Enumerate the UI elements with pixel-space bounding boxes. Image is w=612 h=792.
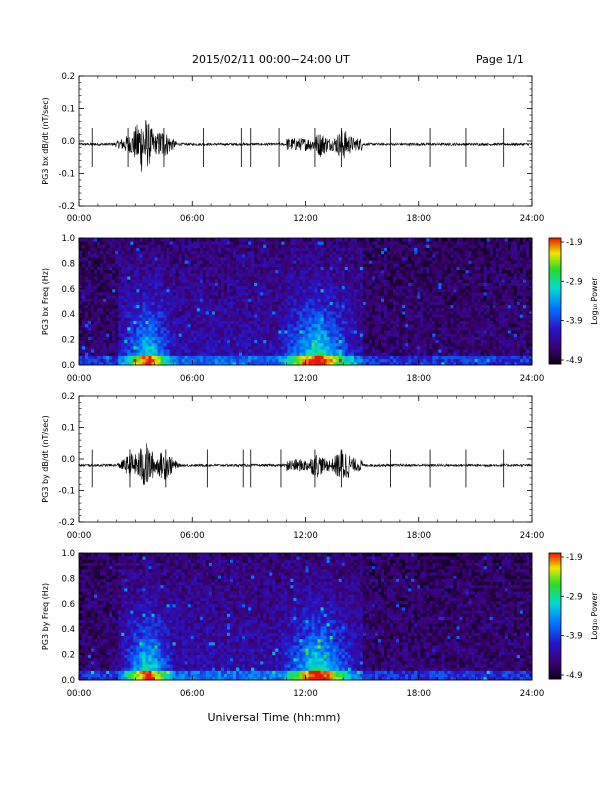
x-tick-label: 12:00 xyxy=(293,531,318,541)
y-axis-title: PG3 by dB/dt (nT/sec) xyxy=(41,415,50,502)
colorbar-tick-label: -4.9 xyxy=(566,671,583,681)
x-tick-label: 00:00 xyxy=(67,531,92,541)
y-tick-label: -0.1 xyxy=(58,170,75,180)
panel-2: 1.0 0.8 0.6 0.4 0.2 0.0 00:00 06:00 12:00 18:00 24… xyxy=(41,234,544,384)
y-axis-title: PG3 bx dB/dt (nT/sec) xyxy=(41,97,50,184)
x-tick-label: 00:00 xyxy=(67,214,92,224)
y-tick-label: 0.4 xyxy=(61,625,75,635)
y-tick-label: 0.2 xyxy=(61,72,75,82)
x-tick-label: 18:00 xyxy=(407,531,432,541)
x-tick-label: 18:00 xyxy=(407,374,432,384)
y-axis-title: PG3 by Freq (Hz) xyxy=(41,583,50,650)
y-axis-title: PG3 bx Freq (Hz) xyxy=(41,268,50,335)
colorbar-title: Log₁₀ Power xyxy=(590,592,599,640)
y-tick-label: 0.1 xyxy=(61,105,75,115)
x-tick-label: 18:00 xyxy=(407,214,432,224)
x-tick-label: 00:00 xyxy=(67,374,92,384)
y-tick-label: 0.0 xyxy=(61,137,75,147)
x-tick-label: 12:00 xyxy=(293,689,318,699)
colorbar-tick-label: -4.9 xyxy=(566,356,583,366)
spectrogram xyxy=(79,553,533,681)
y-tick-label: 0.8 xyxy=(61,574,75,584)
colorbar-tick-label: -1.9 xyxy=(566,553,583,563)
page-title: 2015/02/11 00:00−24:00 UT xyxy=(192,53,350,66)
colorbar-title: Log₁₀ Power xyxy=(590,277,599,325)
panel-4: 1.0 0.8 0.6 0.4 0.2 0.0 00:00 06:00 12:00 18:00 24… xyxy=(41,549,544,699)
colorbar-tick-label: -2.9 xyxy=(566,592,583,602)
y-tick-label: 0.4 xyxy=(61,310,75,320)
x-tick-label: 06:00 xyxy=(180,689,205,699)
page-number: Page 1/1 xyxy=(476,53,524,66)
x-tick-label: 06:00 xyxy=(180,214,205,224)
y-tick-label: 1.0 xyxy=(61,549,75,559)
y-tick-label: 0.0 xyxy=(61,676,75,686)
panel-3: 0.2 0.1 0.0 -0.1 -0.2 00:00 06:00 12:00 18:00 24:… xyxy=(41,392,544,541)
panel-1: 0.2 0.1 0.0 -0.1 -0.2 00:00 06:00 12:00 18:00 24:… xyxy=(41,72,544,224)
x-tick-label: 24:00 xyxy=(520,374,545,384)
x-tick-label: 06:00 xyxy=(180,531,205,541)
colorbar-tick-label: -1.9 xyxy=(566,238,583,248)
y-tick-label: 0.0 xyxy=(61,455,75,465)
spectrogram xyxy=(79,238,533,366)
y-tick-label: -0.1 xyxy=(58,487,75,497)
y-tick-label: 0.1 xyxy=(61,424,75,434)
series-line xyxy=(78,120,532,172)
x-tick-label: 24:00 xyxy=(520,531,545,541)
y-tick-label: -0.2 xyxy=(58,518,75,528)
y-tick-label: 0.6 xyxy=(61,600,75,610)
colorbar-tick-label: -3.9 xyxy=(566,632,583,642)
colorbar-1: -1.9 -2.9 -3.9 -4.9 Log₁₀ Power xyxy=(548,237,599,366)
colorbar-tick-label: -3.9 xyxy=(566,317,583,327)
x-axis-title: Universal Time (hh:mm) xyxy=(207,711,341,724)
y-tick-label: 1.0 xyxy=(61,234,75,244)
y-tick-label: 0.8 xyxy=(61,259,75,269)
x-tick-label: 24:00 xyxy=(520,214,545,224)
y-tick-label: -0.2 xyxy=(58,202,75,212)
x-tick-label: 06:00 xyxy=(180,374,205,384)
y-tick-label: 0.0 xyxy=(61,361,75,371)
colorbar-2: -1.9 -2.9 -3.9 -4.9 Log₁₀ Power xyxy=(548,552,599,681)
x-tick-label: 12:00 xyxy=(293,214,318,224)
colorbar-tick-label: -2.9 xyxy=(566,277,583,287)
y-tick-label: 0.6 xyxy=(61,285,75,295)
y-tick-label: 0.2 xyxy=(61,392,75,402)
x-tick-label: 18:00 xyxy=(407,689,432,699)
x-tick-label: 24:00 xyxy=(520,689,545,699)
y-tick-label: 0.2 xyxy=(61,651,75,661)
x-tick-label: 12:00 xyxy=(293,374,318,384)
colorbar-frame xyxy=(548,237,562,365)
x-tick-label: 00:00 xyxy=(67,689,92,699)
y-tick-label: 0.2 xyxy=(61,336,75,346)
colorbar-frame xyxy=(548,552,562,680)
series-line xyxy=(78,443,533,485)
